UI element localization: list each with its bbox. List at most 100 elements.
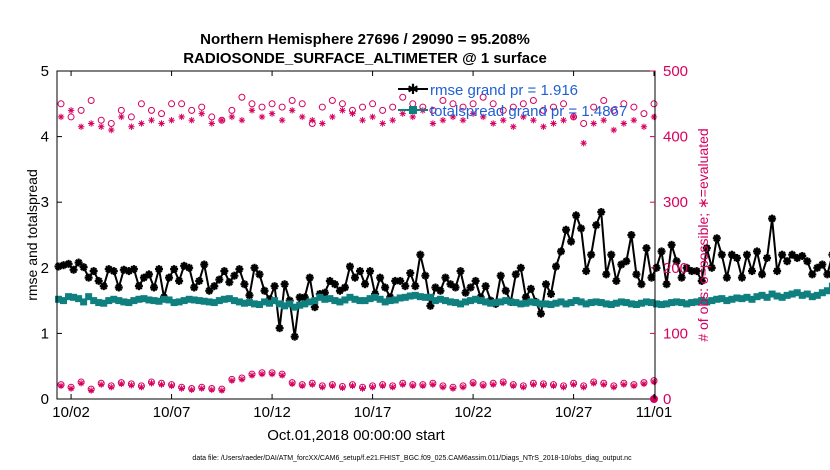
rmse-point <box>99 282 108 291</box>
rmse-point-stroke <box>110 267 118 275</box>
evaluated-point <box>560 117 567 124</box>
low_evaluated-point-stroke <box>601 381 607 388</box>
rmse-point-stroke <box>361 280 369 288</box>
totalspread-point <box>371 293 379 301</box>
rmse-point-stroke <box>738 274 746 282</box>
rmse-point <box>441 273 450 282</box>
totalspread-point <box>366 295 374 303</box>
low_evaluated-point-stroke <box>118 381 124 387</box>
evaluated-point-stroke <box>550 120 557 127</box>
low_evaluated-point-stroke <box>299 383 305 389</box>
totalspread-point <box>331 297 339 305</box>
low_evaluated-point <box>409 382 416 390</box>
possible-point <box>208 113 216 121</box>
evaluated-point-stroke <box>189 117 195 123</box>
totalspread-point <box>271 297 279 305</box>
rmse-point <box>798 251 807 260</box>
totalspread-point <box>421 293 429 301</box>
rmse-point-stroke <box>406 269 414 277</box>
rmse-point <box>622 257 631 266</box>
rmse-point <box>109 267 118 276</box>
evaluated-point-stroke <box>98 124 104 130</box>
rmse-point <box>240 280 249 289</box>
totalspread-point <box>301 300 309 308</box>
totalspread-point <box>105 297 113 305</box>
evaluated-point-stroke <box>239 117 245 123</box>
axes-box <box>56 70 656 400</box>
rmse-point-stroke <box>743 251 751 259</box>
evaluated-point-stroke <box>390 117 396 123</box>
totalspread-point <box>250 300 258 308</box>
evaluated-point-stroke <box>570 114 577 120</box>
evaluated-point-stroke <box>349 111 356 117</box>
totalspread-point <box>185 295 193 303</box>
rmse-point-stroke <box>622 257 630 265</box>
totalspread-point <box>678 299 686 307</box>
x-tick-label: 10/07 <box>153 404 191 421</box>
totalspread-point <box>190 296 198 304</box>
evaluated-point-stroke <box>450 114 456 120</box>
totalspread-point <box>592 298 600 306</box>
low_evaluated-point-stroke <box>369 384 376 390</box>
low_evaluated-point <box>530 381 537 388</box>
totalspread-point <box>582 300 590 308</box>
evaluated-point <box>309 117 316 124</box>
rmse-point-stroke <box>537 310 545 318</box>
evaluated-point <box>178 113 185 121</box>
rmse-point-stroke <box>728 251 736 259</box>
low_evaluated-point <box>570 381 577 388</box>
totalspread-point <box>653 300 661 308</box>
rmse-point <box>185 263 194 272</box>
evaluated-point <box>278 117 286 124</box>
totalspread-point <box>336 298 344 306</box>
rmse-point-stroke <box>145 270 153 278</box>
low_evaluated-point <box>188 386 195 394</box>
low_evaluated-point <box>479 382 487 390</box>
totalspread-point <box>85 293 93 301</box>
evaluated-point <box>67 107 75 114</box>
low_evaluated-point-stroke <box>309 381 315 388</box>
totalspread-point <box>100 299 108 307</box>
totalspread-point <box>145 296 153 304</box>
low_evaluated-point-stroke <box>400 381 406 388</box>
chart-title: Northern Hemisphere 27696 / 29090 = 95.2… <box>200 31 530 48</box>
totalspread-point <box>763 293 771 301</box>
evaluated-point-stroke <box>369 114 376 120</box>
y-left-tick-label: 3 <box>41 194 49 211</box>
possible-point <box>439 97 447 105</box>
totalspread-point <box>507 298 515 306</box>
rmse-point-stroke <box>657 247 666 256</box>
totalspread-point <box>597 299 605 307</box>
totalspread-point <box>70 293 78 301</box>
low_evaluated-point <box>540 382 547 389</box>
evaluated-point-stroke <box>591 120 597 127</box>
low_evaluated-point-stroke <box>229 378 235 384</box>
low_evaluated-point <box>319 383 326 391</box>
possible-point <box>278 103 286 111</box>
rmse-point-stroke <box>135 282 143 290</box>
totalspread-point <box>477 297 485 305</box>
totalspread-point <box>688 299 696 307</box>
totalspread-point <box>321 295 329 303</box>
rmse-point <box>557 247 566 256</box>
rmse-point <box>526 284 535 293</box>
evaluated-point <box>590 120 597 127</box>
rmse-point <box>69 265 78 274</box>
rmse-point-stroke <box>396 277 404 285</box>
rmse-point <box>421 271 430 280</box>
rmse-point <box>245 291 254 300</box>
possible-point <box>338 100 346 108</box>
low_evaluated-point-stroke <box>651 379 657 385</box>
totalspread-point <box>733 294 741 302</box>
rmse-point <box>496 271 505 280</box>
possible-point <box>168 100 176 108</box>
evaluated-point <box>550 120 557 127</box>
rmse-point <box>305 273 314 282</box>
rmse-point-stroke <box>456 267 465 275</box>
totalspread-point <box>577 298 585 306</box>
possible-point <box>610 106 618 114</box>
evaluated-point <box>449 113 457 121</box>
totalspread-point <box>175 298 183 306</box>
low_evaluated-point-stroke <box>540 382 547 388</box>
rmse-point <box>567 237 576 246</box>
